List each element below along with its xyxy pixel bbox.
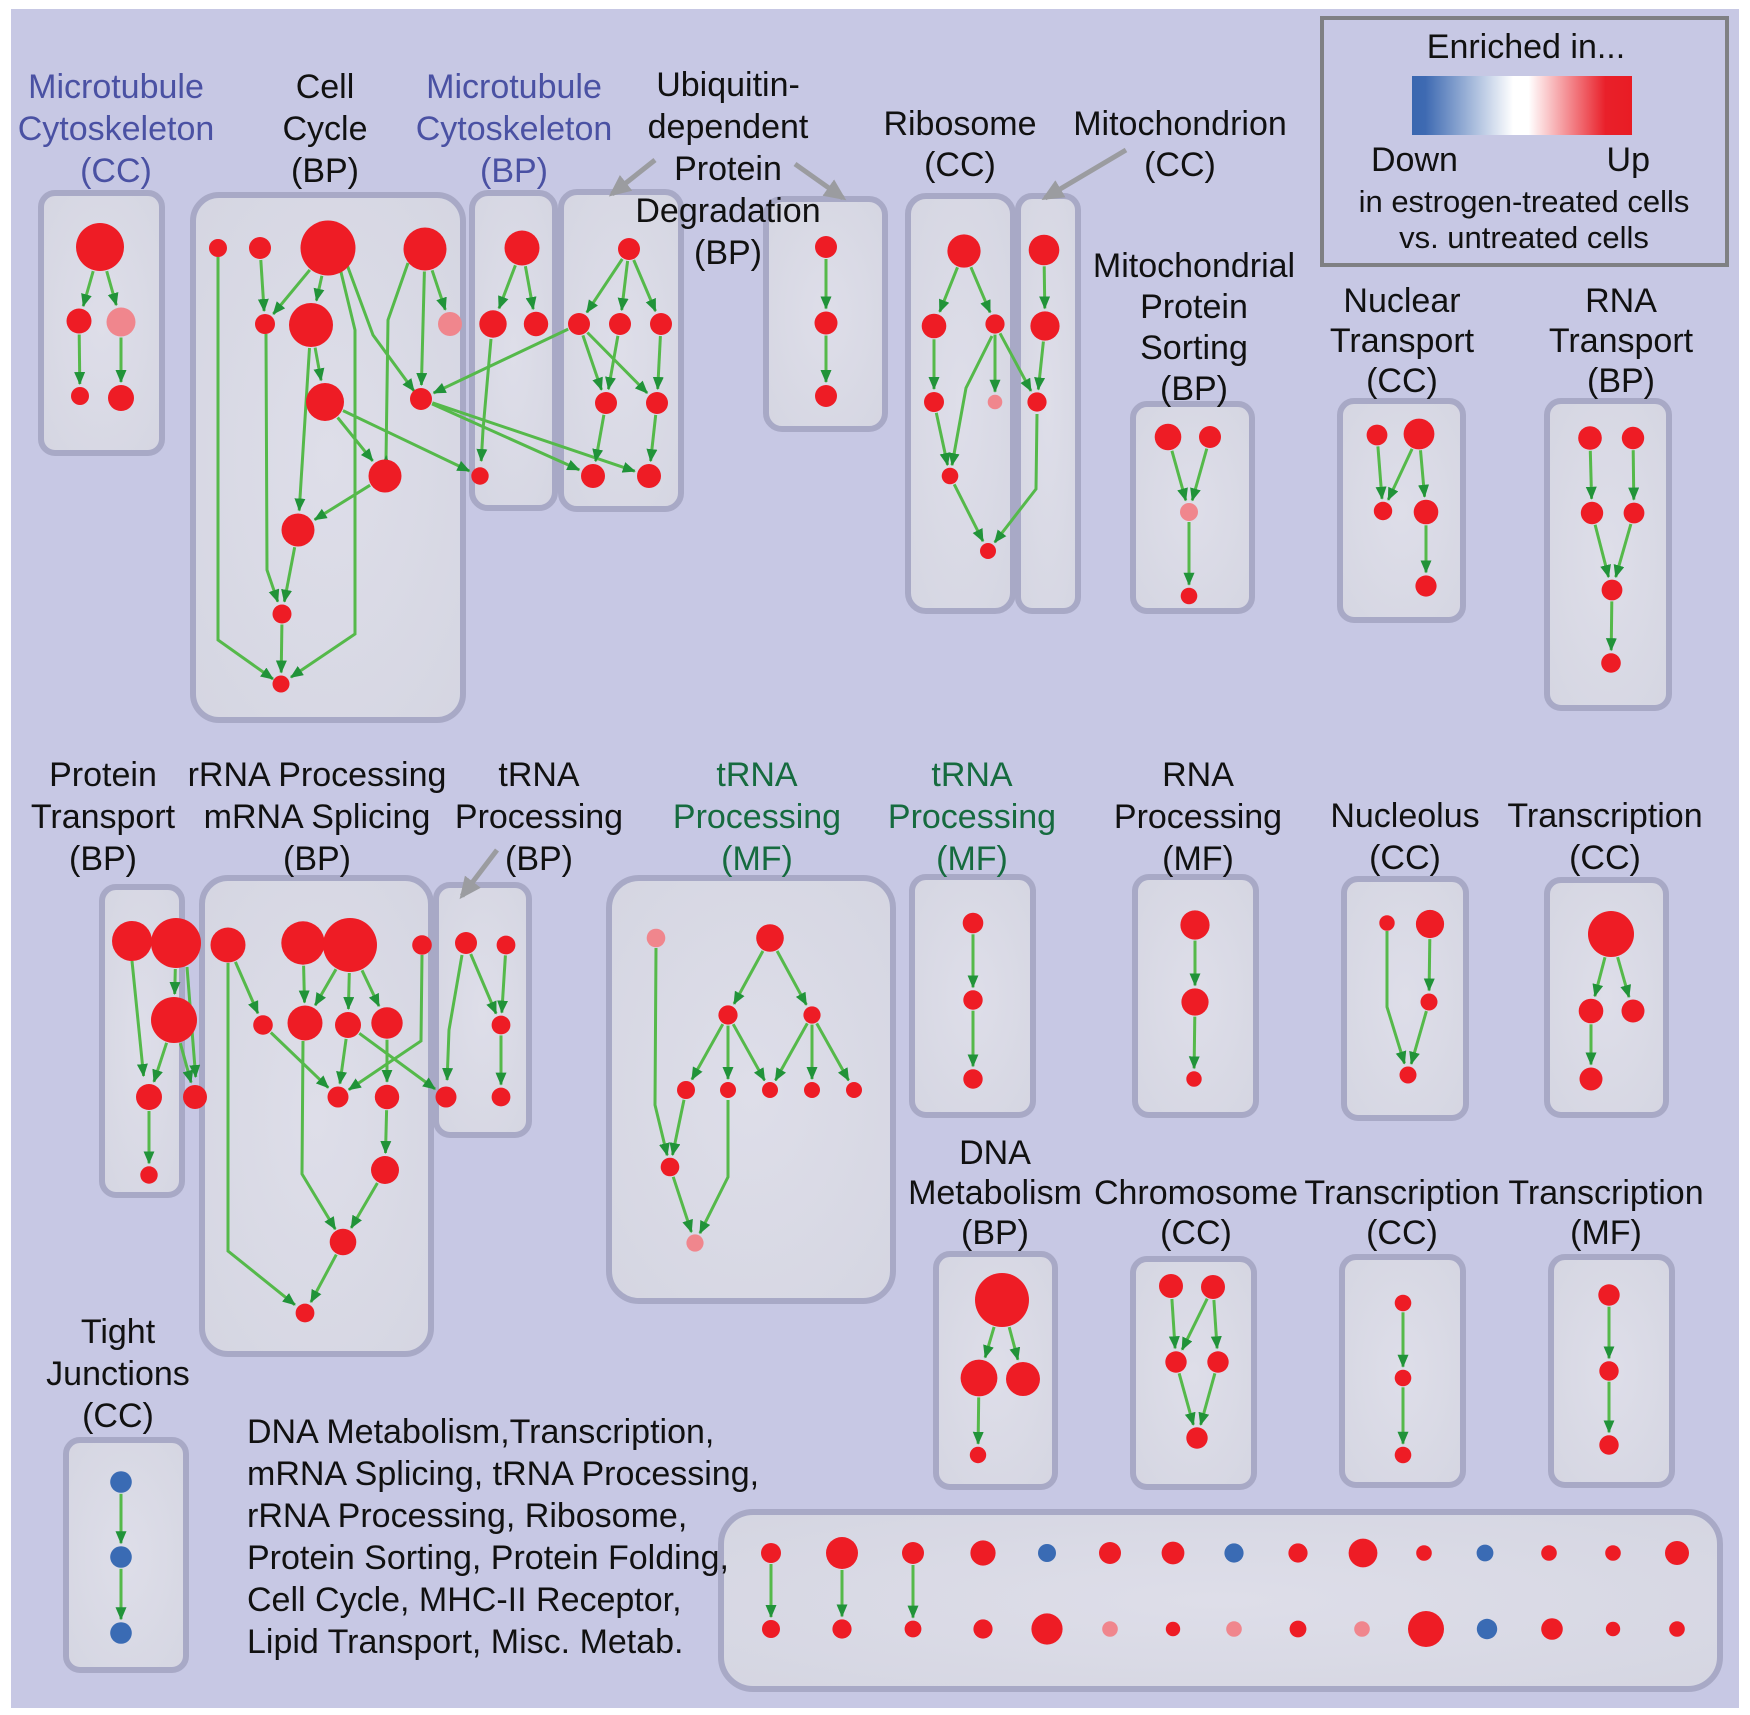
svg-text:Processing: Processing	[1114, 798, 1282, 836]
svg-text:(BP): (BP)	[283, 840, 351, 878]
svg-text:Nucleolus: Nucleolus	[1330, 797, 1479, 835]
svg-text:Transport: Transport	[1549, 322, 1694, 360]
svg-text:mRNA Splicing, tRNA Processing: mRNA Splicing, tRNA Processing,	[247, 1455, 759, 1493]
svg-text:Up: Up	[1607, 141, 1650, 179]
svg-text:DNA Metabolism,Transcription,: DNA Metabolism,Transcription,	[247, 1413, 714, 1451]
svg-text:(BP): (BP)	[291, 152, 359, 190]
svg-text:Transcription: Transcription	[1507, 797, 1702, 835]
svg-text:rRNA Processing: rRNA Processing	[188, 756, 447, 794]
svg-text:Transcription: Transcription	[1508, 1174, 1703, 1212]
svg-text:(BP): (BP)	[69, 840, 137, 878]
svg-text:(CC): (CC)	[1144, 146, 1216, 184]
svg-text:(BP): (BP)	[480, 152, 548, 190]
svg-text:Protein: Protein	[674, 150, 782, 188]
svg-text:(MF): (MF)	[936, 840, 1008, 878]
svg-text:Processing: Processing	[455, 798, 623, 836]
svg-text:Cell Cycle, MHC-II Receptor,: Cell Cycle, MHC-II Receptor,	[247, 1581, 682, 1619]
svg-text:Sorting: Sorting	[1140, 329, 1248, 367]
svg-text:Metabolism: Metabolism	[908, 1174, 1082, 1212]
svg-text:Ubiquitin-: Ubiquitin-	[656, 66, 800, 104]
svg-text:Processing: Processing	[673, 798, 841, 836]
svg-text:Protein Sorting, Protein Foldi: Protein Sorting, Protein Folding,	[247, 1539, 729, 1577]
svg-text:Transcription: Transcription	[1304, 1174, 1499, 1212]
svg-text:Degradation: Degradation	[635, 192, 820, 230]
svg-text:Tight: Tight	[81, 1313, 156, 1351]
svg-text:tRNA: tRNA	[498, 756, 580, 794]
svg-text:(MF): (MF)	[721, 840, 793, 878]
svg-text:Microtubule: Microtubule	[426, 68, 602, 106]
svg-text:Down: Down	[1371, 141, 1458, 179]
svg-text:(CC): (CC)	[1366, 1214, 1438, 1252]
svg-text:Mitochondrion: Mitochondrion	[1073, 105, 1287, 143]
svg-text:(MF): (MF)	[1570, 1214, 1642, 1252]
svg-text:(BP): (BP)	[1160, 370, 1228, 408]
svg-text:Chromosome: Chromosome	[1094, 1174, 1298, 1212]
svg-text:RNA: RNA	[1585, 282, 1657, 320]
svg-text:(BP): (BP)	[505, 840, 573, 878]
svg-text:(BP): (BP)	[961, 1214, 1029, 1252]
svg-text:in estrogen-treated cells: in estrogen-treated cells	[1359, 184, 1690, 219]
svg-text:Cytoskeleton: Cytoskeleton	[18, 110, 215, 148]
svg-text:Protein: Protein	[49, 756, 157, 794]
svg-text:tRNA: tRNA	[716, 756, 798, 794]
svg-text:Cycle: Cycle	[282, 110, 367, 148]
svg-text:Transport: Transport	[1330, 322, 1475, 360]
svg-text:DNA: DNA	[959, 1134, 1031, 1172]
svg-text:Lipid Transport, Misc. Metab.: Lipid Transport, Misc. Metab.	[247, 1623, 684, 1661]
svg-text:(CC): (CC)	[1369, 839, 1441, 877]
svg-text:Mitochondrial: Mitochondrial	[1093, 247, 1295, 285]
svg-text:dependent: dependent	[648, 108, 809, 146]
svg-text:tRNA: tRNA	[931, 756, 1013, 794]
svg-text:(CC): (CC)	[82, 1397, 154, 1435]
svg-text:(CC): (CC)	[1569, 839, 1641, 877]
svg-text:Transport: Transport	[31, 798, 176, 836]
svg-text:Ribosome: Ribosome	[883, 105, 1036, 143]
svg-text:mRNA Splicing: mRNA Splicing	[204, 798, 431, 836]
svg-text:(CC): (CC)	[1366, 362, 1438, 400]
svg-text:(BP): (BP)	[694, 234, 762, 272]
svg-text:(CC): (CC)	[1160, 1214, 1232, 1252]
svg-text:(CC): (CC)	[80, 152, 152, 190]
svg-text:(CC): (CC)	[924, 146, 996, 184]
svg-text:Junctions: Junctions	[46, 1355, 190, 1393]
svg-text:(BP): (BP)	[1587, 362, 1655, 400]
svg-text:Cell: Cell	[296, 68, 355, 106]
svg-text:vs. untreated cells: vs. untreated cells	[1399, 220, 1649, 255]
svg-text:Protein: Protein	[1140, 288, 1248, 326]
svg-text:Processing: Processing	[888, 798, 1056, 836]
svg-text:rRNA Processing, Ribosome,: rRNA Processing, Ribosome,	[247, 1497, 687, 1535]
svg-text:Microtubule: Microtubule	[28, 68, 204, 106]
svg-text:Enriched in...: Enriched in...	[1427, 28, 1625, 66]
svg-text:Nuclear: Nuclear	[1343, 282, 1460, 320]
svg-text:Cytoskeleton: Cytoskeleton	[416, 110, 613, 148]
svg-text:(MF): (MF)	[1162, 840, 1234, 878]
svg-text:RNA: RNA	[1162, 756, 1234, 794]
